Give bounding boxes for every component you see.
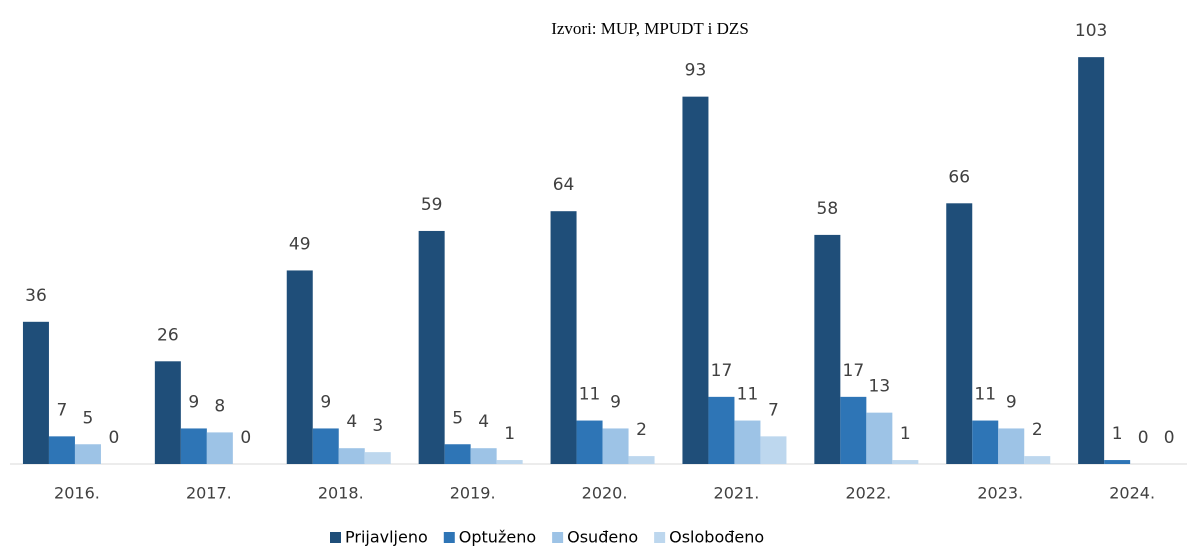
value-label: 7 [768,400,779,420]
value-label: 0 [1164,428,1175,448]
value-label: 0 [240,428,251,448]
value-label: 9 [1006,392,1017,412]
x-tick-label: 2021. [714,484,760,503]
bar [972,420,999,464]
value-label: 59 [421,195,443,215]
bar [48,436,75,464]
value-label: 1 [1112,424,1123,444]
bar [74,444,101,464]
legend-label: Oslobođeno [669,528,764,547]
bar [1024,456,1051,464]
value-label: 11 [579,385,601,405]
bar [286,270,313,464]
chart-title: Izvori: MUP, MPUDT i DZS [551,19,749,38]
x-tick-label: 2022. [845,484,891,503]
bar [550,211,577,464]
value-label: 1 [900,424,911,444]
bar [312,428,339,464]
bar [866,412,893,464]
value-label: 9 [320,392,331,412]
bar [206,432,233,464]
legend-label: Prijavljeno [345,528,428,547]
value-label: 5 [83,408,94,428]
bar [760,436,787,464]
value-label: 13 [869,377,891,397]
x-tick-label: 2016. [54,484,100,503]
legend-swatch [654,532,666,543]
value-label: 1 [504,424,515,444]
value-label: 7 [57,400,68,420]
value-label: 17 [843,361,865,381]
bar [154,361,181,464]
value-label: 3 [372,416,383,436]
value-label: 66 [948,167,970,187]
bar [364,452,391,464]
value-label: 26 [157,325,179,345]
bar [496,460,523,464]
legend-label: Optuženo [459,528,536,547]
value-label: 9 [610,392,621,412]
bar [814,234,841,464]
bar [444,444,471,464]
bar [734,420,761,464]
bar [180,428,207,464]
value-label: 93 [685,61,707,81]
value-label: 64 [553,175,575,195]
value-label: 0 [109,428,120,448]
value-label: 9 [188,392,199,412]
value-label: 103 [1075,21,1107,41]
bar [22,321,49,464]
x-tick-label: 2019. [450,484,496,503]
bar [338,448,365,464]
value-label: 4 [346,412,357,432]
x-tick-label: 2017. [186,484,232,503]
value-label: 49 [289,234,311,254]
x-tick-label: 2024. [1109,484,1155,503]
bar [682,96,709,465]
value-label: 11 [737,385,759,405]
bar [418,230,445,464]
x-tick-label: 2018. [318,484,364,503]
value-label: 17 [711,361,733,381]
bar [892,460,919,464]
bar [1078,57,1105,465]
x-tick-label: 2020. [582,484,628,503]
bar [840,396,867,464]
bar [708,396,735,464]
legend-label: Osuđeno [567,528,638,547]
legend-swatch [552,532,564,543]
legend-swatch [443,532,455,543]
value-label: 4 [478,412,489,432]
x-tick-label: 2023. [977,484,1023,503]
legend-swatch [330,532,341,543]
value-label: 2 [636,420,647,440]
value-label: 58 [817,199,839,219]
bar [628,456,655,464]
value-label: 36 [25,286,47,306]
value-label: 11 [974,385,996,405]
bar [946,203,973,465]
value-label: 2 [1032,420,1043,440]
bar [470,448,497,464]
bar [602,428,629,464]
value-label: 8 [214,396,225,416]
value-label: 5 [452,408,463,428]
bar [576,420,603,464]
value-label: 0 [1138,428,1149,448]
bar [998,428,1025,464]
bar [1104,460,1131,464]
